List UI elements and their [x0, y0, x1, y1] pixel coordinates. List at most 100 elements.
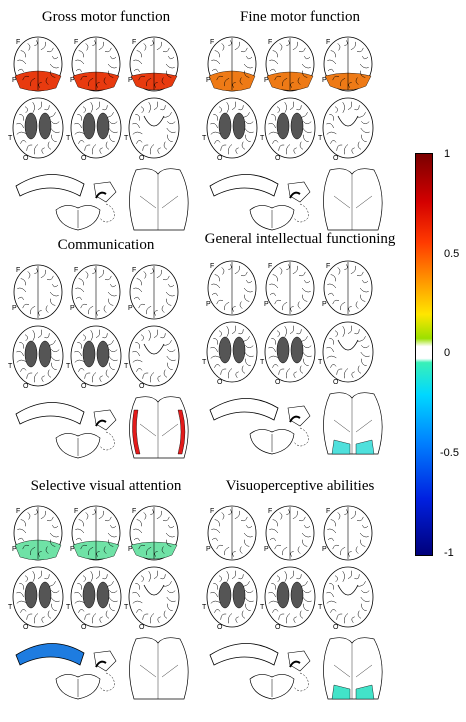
cerebellum [323, 168, 383, 231]
occipital-label: O [139, 624, 145, 631]
frontal-label: F [326, 508, 330, 515]
panel-communication: Communication F P F P F P T O T O T O [6, 236, 206, 464]
parietal-label: P [70, 305, 75, 312]
slice-figure: F P F P F P T O T O T O [8, 505, 189, 700]
panel-visuoperceptive: Visuoperceptive abilities F P F P F P T O T O T O [200, 477, 400, 705]
midbrain-section [287, 181, 311, 223]
frontal-label: F [74, 267, 78, 274]
occipital-label: O [139, 155, 145, 162]
axial-slice-lower [12, 566, 64, 628]
axial-slice-upper [129, 264, 179, 320]
temporal-label: T [124, 135, 129, 142]
temporal-label: T [8, 135, 13, 142]
basal-ganglia [218, 112, 232, 140]
activation-region [355, 684, 375, 700]
temporal-label: T [318, 359, 323, 366]
occipital-label: O [275, 379, 281, 386]
slice-figure: F P F P F P T O T O T O [8, 36, 189, 231]
cerebellum [129, 637, 189, 700]
temporal-label: T [66, 135, 71, 142]
temporal-label: T [124, 604, 129, 611]
midbrain-section [287, 405, 311, 447]
parietal-label: P [128, 77, 133, 84]
colorbar [415, 153, 433, 556]
colorbar-tick-1: 1 [444, 148, 451, 160]
corpus-callosum [209, 174, 279, 197]
brain-slices: F P F P F P T O T O T O [6, 264, 206, 464]
axial-slice-upper [13, 36, 63, 92]
frontal-label: F [268, 39, 272, 46]
slice-figure: F P F P F P T O T O T O [202, 505, 383, 700]
brain-slices: F P F P F P T O T O T O [200, 36, 400, 236]
basal-ganglia [24, 581, 38, 609]
temporal-label: T [124, 363, 129, 370]
basal-ganglia [82, 112, 96, 140]
panel-title: Visuoperceptive abilities [225, 478, 375, 494]
axial-slice-lower [206, 321, 258, 383]
cerebellum [323, 392, 383, 455]
temporal-label: T [318, 604, 323, 611]
parietal-label: P [264, 301, 269, 308]
slice-figure: F P F P F P T O T O T O [8, 264, 189, 459]
basal-ganglia [38, 340, 52, 368]
frontal-label: F [132, 508, 136, 515]
basal-ganglia [24, 112, 38, 140]
colorbar-tick-0.5: 0.5 [444, 248, 460, 260]
axial-slice-upper [129, 505, 179, 561]
axial-slice-lower [70, 97, 122, 159]
colorbar-tick-neg0.5: -0.5 [440, 447, 459, 459]
frontal-label: F [16, 39, 20, 46]
occipital-label: O [333, 155, 339, 162]
corpus-callosum [209, 398, 279, 421]
temporal-label: T [8, 363, 13, 370]
axial-slice-upper [265, 505, 315, 561]
parietal-label: P [322, 77, 327, 84]
basal-ganglia [218, 581, 232, 609]
panel-general-intellectual: General intellectual functioning F P F P F P T… [200, 231, 400, 460]
occipital-label: O [217, 624, 223, 631]
basal-ganglia [290, 112, 304, 140]
basal-ganglia [96, 112, 110, 140]
axial-slice-lower [128, 566, 180, 628]
cerebellum [323, 637, 383, 700]
parietal-label: P [264, 77, 269, 84]
axial-slice-upper [207, 260, 257, 316]
cerebellum [129, 396, 189, 459]
temporal-label: T [260, 135, 265, 142]
basal-ganglia [276, 112, 290, 140]
panel-title: Communication [57, 237, 155, 253]
basal-ganglia [82, 581, 96, 609]
frontal-label: F [210, 263, 214, 270]
basal-ganglia [96, 340, 110, 368]
parietal-label: P [206, 301, 211, 308]
axial-slice-lower [12, 325, 64, 387]
axial-slice-lower [264, 566, 316, 628]
parietal-label: P [322, 546, 327, 553]
occipital-label: O [217, 155, 223, 162]
brain-slices: F P F P F P T O T O T O [200, 505, 400, 705]
axial-slice-upper [71, 36, 121, 92]
axial-slice-upper [71, 505, 121, 561]
occipital-label: O [139, 383, 145, 390]
parietal-label: P [12, 77, 17, 84]
frontal-label: F [132, 39, 136, 46]
panel-title: Selective visual attention [30, 478, 182, 494]
axial-slice-upper [323, 36, 373, 92]
axial-slice-upper [265, 260, 315, 316]
occipital-label: O [23, 624, 29, 631]
brainstem-section [55, 205, 101, 231]
parietal-label: P [70, 546, 75, 553]
basal-ganglia [290, 336, 304, 364]
basal-ganglia [290, 581, 304, 609]
occipital-label: O [81, 624, 87, 631]
occipital-label: O [81, 155, 87, 162]
basal-ganglia [232, 112, 246, 140]
axial-slice-upper [13, 264, 63, 320]
slice-figure: F P F P F P T O T O T O [202, 36, 383, 231]
basal-ganglia [276, 336, 290, 364]
panel-selective-visual-attention: Selective visual attention F P F P F P T O T O T O [6, 477, 206, 705]
basal-ganglia [82, 340, 96, 368]
occipital-label: O [23, 383, 29, 390]
brain-slices: F P F P F P T O T O T O [6, 36, 206, 236]
parietal-label: P [70, 77, 75, 84]
